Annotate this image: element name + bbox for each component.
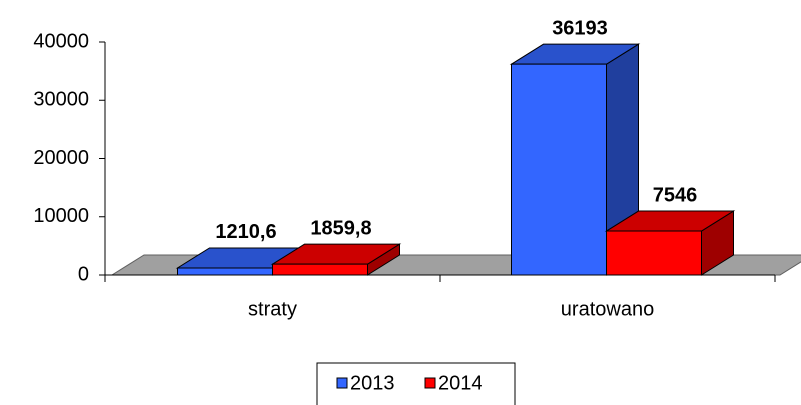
bar-face xyxy=(606,230,702,276)
y-tick-label: 30000 xyxy=(33,89,89,111)
legend-label: 2014 xyxy=(438,372,483,394)
legend-swatch xyxy=(424,377,436,389)
legend-label: 2013 xyxy=(350,372,395,394)
value-label: 1210,6 xyxy=(215,221,276,243)
bar xyxy=(604,210,736,276)
y-tick-label: 10000 xyxy=(33,205,89,227)
x-tick-label: uratowano xyxy=(561,298,654,320)
value-label: 36193 xyxy=(552,17,608,39)
legend xyxy=(316,362,516,405)
bar-face xyxy=(272,263,368,276)
value-label: 1859,8 xyxy=(310,217,371,239)
bar xyxy=(270,243,402,276)
bar-face xyxy=(511,63,607,276)
x-tick-label: straty xyxy=(248,298,297,320)
y-tick-label: 40000 xyxy=(33,30,89,52)
legend-swatch xyxy=(336,377,348,389)
value-label: 7546 xyxy=(653,184,698,206)
y-tick-label: 20000 xyxy=(33,147,89,169)
y-tick-label: 0 xyxy=(78,263,89,285)
bar-face xyxy=(177,267,273,276)
